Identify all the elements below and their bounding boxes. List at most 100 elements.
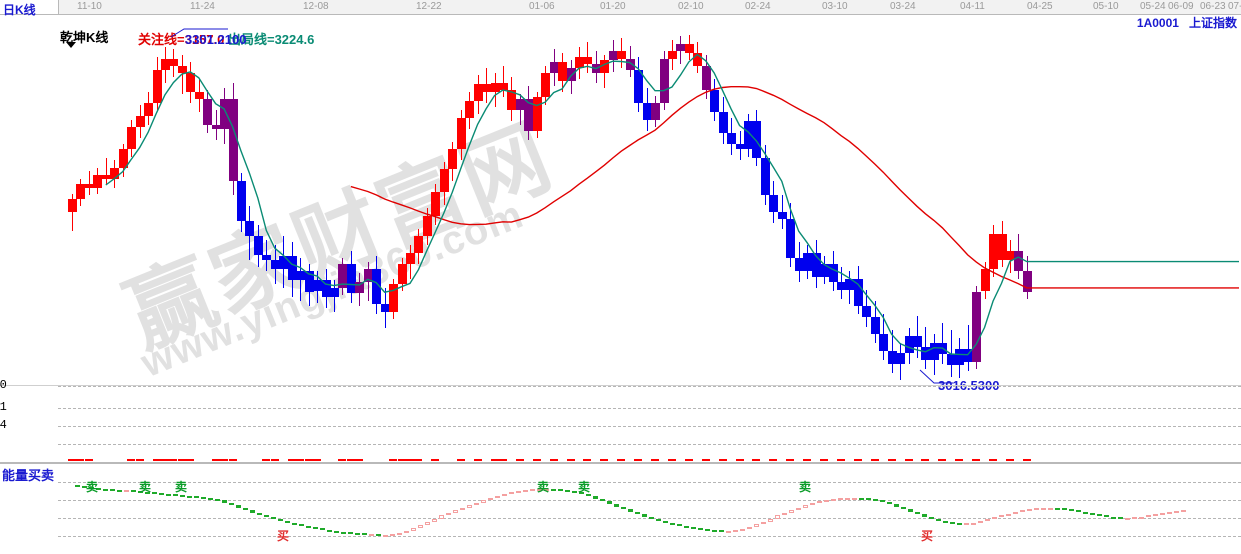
candle-body: [600, 60, 610, 74]
indicator-candle: [1159, 512, 1165, 515]
date-tick: 01-20: [600, 1, 626, 12]
candle-body: [845, 278, 855, 290]
indicator-candle: [207, 497, 213, 500]
indicator-candle: [494, 495, 500, 498]
indicator-candle: [172, 494, 178, 497]
candle-body: [194, 91, 204, 100]
candle-body: [693, 53, 703, 66]
date-tick: 05-24: [1140, 1, 1166, 12]
date-tick: 11-10: [77, 1, 102, 12]
volume-bar: [397, 459, 406, 461]
volume-gridline: [58, 386, 1241, 387]
indicator-candle: [1026, 509, 1032, 512]
candle-body: [896, 352, 906, 364]
candle-body: [397, 263, 407, 285]
candle-body: [913, 335, 922, 347]
indicator-candle: [809, 503, 815, 506]
candle-body: [287, 256, 297, 281]
volume-bar: [76, 459, 85, 461]
indicator-candle: [256, 512, 262, 515]
candle-body: [946, 354, 956, 366]
date-tick: 06-23: [1200, 1, 1226, 12]
indicator-candle: [242, 507, 248, 511]
indicator-candle: [970, 522, 976, 525]
candle-body: [304, 271, 314, 292]
volume-bar: [566, 459, 575, 461]
indicator-candle: [1040, 507, 1046, 510]
indicator-gridline: [58, 482, 1241, 483]
sell-marker: 卖: [578, 480, 591, 494]
indicator-candle: [1033, 508, 1039, 511]
indicator-candle: [249, 510, 255, 513]
indicator-candle: [459, 507, 465, 511]
indicator-candle: [214, 498, 220, 501]
volume-bar: [735, 459, 744, 461]
candle-body: [220, 99, 230, 129]
indicator-candle: [1075, 510, 1081, 513]
volume-bar: [431, 459, 440, 461]
candle-body: [820, 263, 830, 277]
indicator-candle: [865, 498, 871, 501]
indicator-candle: [144, 491, 150, 494]
indicator-candle: [816, 501, 822, 504]
indicator-candle: [298, 524, 304, 527]
candle-body: [456, 117, 466, 150]
indicator-plot-area[interactable]: [58, 464, 1241, 554]
candle-body: [211, 125, 221, 129]
indicator-candle: [879, 500, 885, 503]
volume-bar: [414, 459, 423, 461]
volume-bar: [169, 459, 178, 461]
candle-body: [836, 282, 846, 290]
candle-body: [853, 278, 863, 307]
candle-body: [625, 58, 635, 70]
indicator-candle: [592, 496, 598, 499]
indicator-candle: [466, 505, 472, 508]
indicator-candle: [998, 515, 1004, 518]
candle-body: [296, 271, 306, 281]
volume-bar: [803, 459, 812, 461]
sell-marker: 卖: [799, 480, 812, 494]
volume-bar: [617, 459, 626, 461]
indicator-candle: [928, 516, 934, 519]
date-tick: 02-10: [678, 1, 704, 12]
indicator-candle: [1103, 515, 1109, 518]
indicator-candle: [557, 489, 563, 492]
indicator-candle: [375, 534, 381, 537]
indicator-candle: [1047, 507, 1053, 510]
volume-bar: [853, 459, 862, 461]
date-tick: 12-22: [416, 1, 442, 12]
low-leader-line: [919, 369, 953, 384]
indicator-candle: [263, 514, 269, 517]
date-tick: 04-11: [960, 1, 985, 12]
volume-gridline: [58, 408, 1241, 409]
indicator-candle: [942, 520, 948, 523]
candle-body: [118, 149, 128, 168]
indicator-candle: [571, 491, 577, 494]
indicator-candle: [368, 534, 374, 537]
candle-body: [963, 348, 973, 362]
symbol-code: 1A0001: [1136, 16, 1179, 30]
volume-bar: [304, 459, 313, 461]
volume-bar: [406, 459, 414, 461]
candle-body: [431, 191, 441, 216]
volume-bar: [989, 459, 998, 461]
price-plot-area[interactable]: [58, 15, 1241, 385]
date-tick: 04-25: [1027, 1, 1053, 12]
candle-body: [84, 184, 94, 188]
indicator-candle: [788, 510, 794, 513]
volume-bar: [152, 459, 161, 461]
indicator-candle: [1061, 508, 1067, 511]
indicator-candle: [326, 529, 332, 532]
indicator-candle: [158, 493, 164, 496]
candle-body: [498, 82, 508, 90]
candle-wick: [967, 324, 969, 371]
indicator-candle: [130, 490, 136, 493]
volume-bar: [296, 459, 305, 461]
candle-body: [253, 236, 263, 255]
indicator-candle: [179, 494, 185, 497]
volume-plot-area[interactable]: [58, 386, 1241, 461]
indicator-candle: [1096, 514, 1102, 517]
indicator-candle: [109, 489, 115, 492]
indicator-candle: [1180, 510, 1186, 513]
candle-body: [515, 99, 525, 111]
